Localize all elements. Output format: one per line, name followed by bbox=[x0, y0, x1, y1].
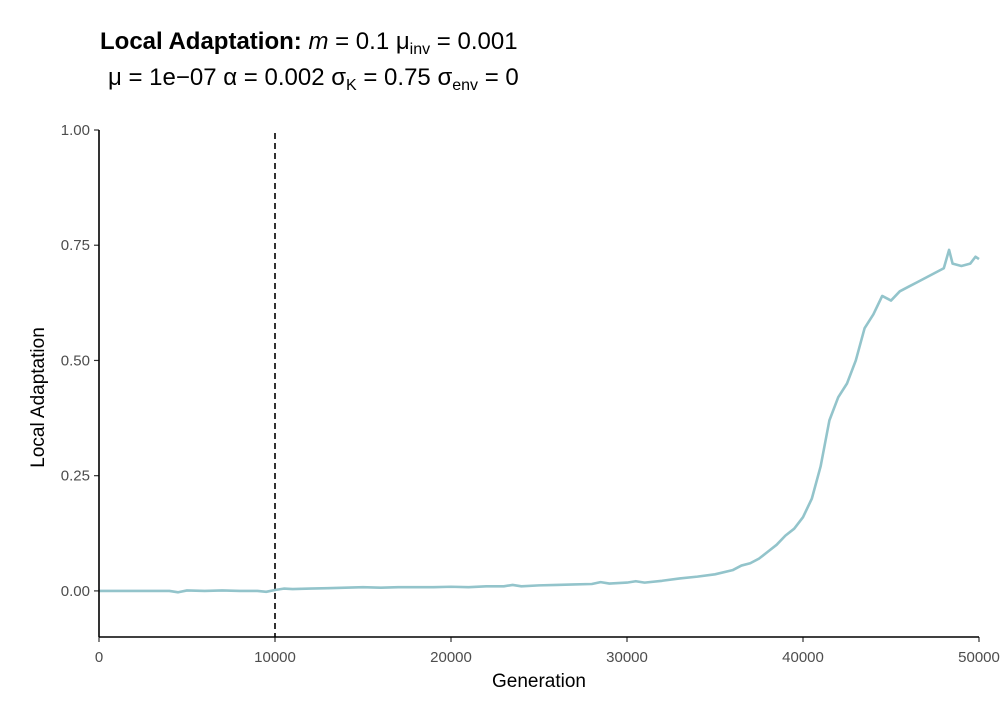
x-tick-label: 0 bbox=[95, 649, 103, 666]
title-sigma-env-value: = 0 bbox=[478, 64, 519, 91]
title-sigma-k-symbol: σ bbox=[331, 64, 347, 91]
title-m-value: = 0.1 bbox=[328, 28, 396, 55]
title-m-symbol: m bbox=[308, 28, 329, 55]
title-sigma-env-symbol: σ bbox=[437, 64, 453, 91]
x-tick-label: 50000 bbox=[958, 649, 1000, 666]
chart-title: Local Adaptation: m = 0.1 μinv = 0.001 μ… bbox=[100, 24, 519, 96]
y-tick-label: 0.75 bbox=[61, 237, 90, 254]
y-tick-label: 0.00 bbox=[61, 583, 90, 600]
title-alpha-value: = 0.002 bbox=[237, 64, 332, 91]
x-tick-label: 40000 bbox=[782, 649, 824, 666]
title-mu-value: = 1e−07 bbox=[121, 64, 224, 91]
x-tick-label: 20000 bbox=[430, 649, 472, 666]
title-alpha-symbol: α bbox=[223, 64, 238, 91]
title-sigma-k-value: = 0.75 bbox=[356, 64, 438, 91]
title-mu-inv-value: = 0.001 bbox=[430, 28, 518, 55]
x-axis-ticks: 0 10000 20000 30000 40000 50000 bbox=[95, 637, 1000, 666]
title-mu-inv-subscript: inv bbox=[409, 41, 431, 58]
x-axis-title: Generation bbox=[492, 671, 586, 692]
title-line-2: μ = 1e−07 α = 0.002 σK = 0.75 σenv = 0 bbox=[100, 60, 519, 96]
series-line bbox=[99, 248, 980, 594]
y-tick-label: 0.25 bbox=[61, 468, 90, 485]
title-mu-symbol: μ bbox=[108, 64, 122, 91]
y-axis-title: Local Adaptation bbox=[28, 327, 49, 468]
title-line-1: Local Adaptation: m = 0.1 μinv = 0.001 bbox=[100, 24, 519, 60]
y-axis-ticks: 0.00 0.25 0.50 0.75 1.00 bbox=[61, 122, 99, 600]
y-tick-label: 1.00 bbox=[61, 122, 90, 139]
title-mu-inv-symbol: μ bbox=[395, 28, 410, 55]
x-tick-label: 30000 bbox=[606, 649, 648, 666]
title-sigma-k-subscript: K bbox=[346, 77, 357, 94]
x-tick-label: 10000 bbox=[254, 649, 296, 666]
title-sigma-env-subscript: env bbox=[452, 77, 479, 94]
title-bold-text: Local Adaptation: bbox=[100, 28, 302, 55]
y-tick-label: 0.50 bbox=[61, 352, 90, 369]
